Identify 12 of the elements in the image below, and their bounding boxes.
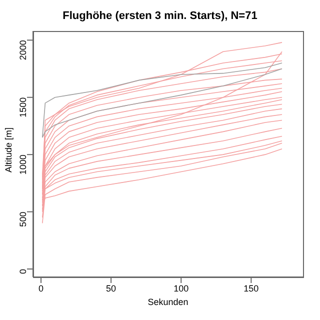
y-tick-label: 0 xyxy=(18,268,28,274)
x-tick-label: 150 xyxy=(244,283,259,294)
y-tick-label: 500 xyxy=(18,212,28,227)
y-tick-label: 1000 xyxy=(18,154,28,175)
chart-title: Flughöhe (ersten 3 min. Starts), N=71 xyxy=(62,10,258,22)
x-tick-label: 100 xyxy=(174,283,189,294)
x-tick-label: 50 xyxy=(106,283,116,294)
x-tick-label: 0 xyxy=(38,283,44,294)
y-axis-title: Altitude [m] xyxy=(4,127,14,173)
y-tick-label: 2000 xyxy=(18,40,28,60)
x-axis-title: Sekunden xyxy=(146,297,190,307)
y-tick-label: 1500 xyxy=(18,97,28,118)
